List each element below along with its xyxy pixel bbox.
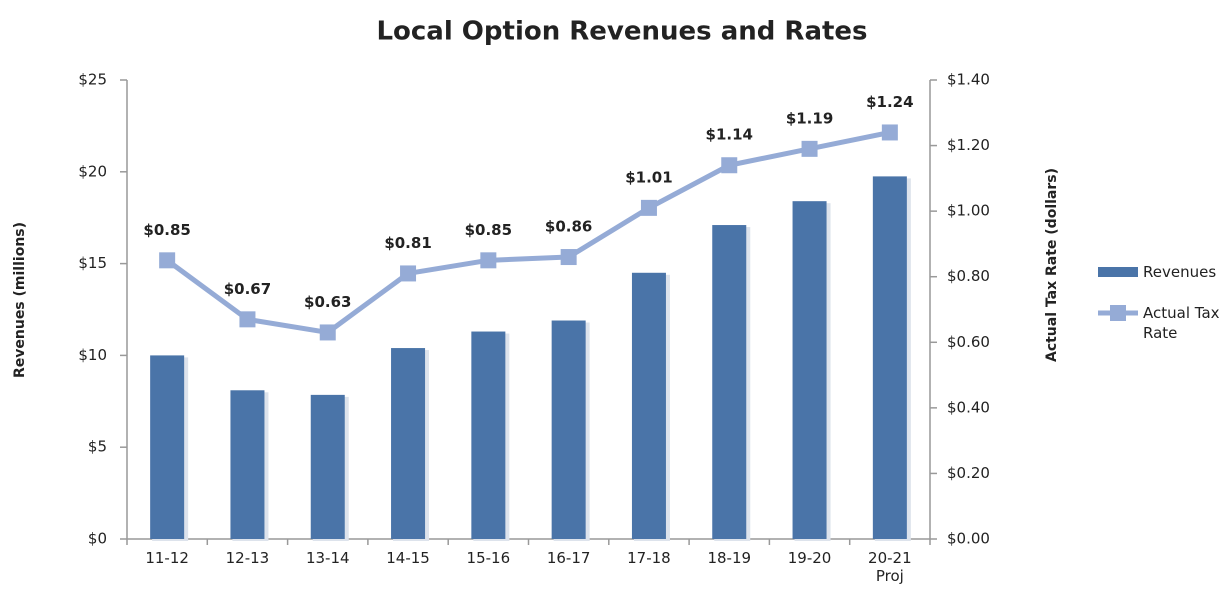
- data-label: $0.85: [143, 221, 190, 239]
- x-tick-label: 13-14: [305, 549, 350, 567]
- legend-label: Actual Tax Rate: [1143, 304, 1220, 342]
- marker: [400, 265, 417, 282]
- data-label: $1.01: [625, 168, 672, 186]
- marker: [159, 252, 176, 269]
- bar: [310, 394, 345, 539]
- y-tick-label: $10: [78, 346, 107, 364]
- marker: [319, 324, 336, 341]
- y2-tick-label: $0.40: [947, 398, 990, 416]
- marker: [881, 124, 898, 141]
- marker: [640, 199, 657, 216]
- data-label: $1.19: [786, 109, 833, 127]
- marker: [480, 252, 497, 269]
- data-label: $1.14: [706, 126, 753, 144]
- x-tick-label: 20-21 Proj: [868, 549, 912, 585]
- line: [165, 130, 891, 335]
- bar: [792, 201, 827, 539]
- marker: [560, 249, 577, 266]
- bar: [872, 176, 907, 539]
- y2-tick-label: $0.20: [947, 464, 990, 482]
- y2-axis-title: Actual Tax Rate (dollars): [1044, 168, 1060, 362]
- y2-tick-label: $1.00: [947, 202, 990, 220]
- marker: [801, 140, 818, 157]
- marker: [239, 311, 256, 328]
- legend-swatch: [1110, 305, 1126, 321]
- data-label: $0.85: [465, 221, 512, 239]
- y2-tick-label: $0.80: [947, 267, 990, 285]
- y-axis-title: Revenues (millions): [12, 222, 28, 378]
- data-label: $0.63: [304, 293, 351, 311]
- bar: [230, 390, 265, 539]
- y-tick-label: $15: [78, 254, 107, 272]
- legend-label: Revenues: [1143, 263, 1217, 281]
- chart-title: Local Option Revenues and Rates: [376, 17, 867, 47]
- data-label: $0.86: [545, 218, 592, 236]
- y2-tick-label: $1.40: [947, 71, 990, 89]
- bar: [471, 331, 506, 539]
- x-tick-label: 17-18: [627, 549, 671, 567]
- y2-tick-label: $1.20: [947, 136, 990, 154]
- data-label: $0.81: [384, 234, 431, 252]
- bar: [712, 225, 747, 539]
- x-tick-label: 12-13: [225, 549, 270, 567]
- bar: [150, 355, 185, 539]
- data-label: $1.24: [866, 93, 913, 111]
- y-tick-label: $20: [78, 162, 107, 180]
- y-tick-label: $5: [88, 438, 107, 456]
- y2-tick-label: $0.60: [947, 333, 990, 351]
- x-tick-label: 16-17: [546, 549, 591, 567]
- bar: [551, 320, 586, 539]
- x-tick-label: 18-19: [707, 549, 752, 567]
- x-tick-label: 19-20: [787, 549, 832, 567]
- marker: [721, 157, 738, 174]
- x-tick-label: 15-16: [466, 549, 511, 567]
- y-tick-label: $0: [88, 530, 107, 548]
- y-tick-label: $25: [78, 71, 107, 89]
- x-tick-label: 14-15: [386, 549, 430, 567]
- y2-tick-label: $0.00: [947, 530, 990, 548]
- data-label: $0.67: [224, 280, 271, 298]
- legend-swatch: [1098, 267, 1138, 277]
- x-tick-label: 11-12: [145, 549, 189, 567]
- bar: [391, 348, 426, 539]
- bar: [631, 272, 666, 539]
